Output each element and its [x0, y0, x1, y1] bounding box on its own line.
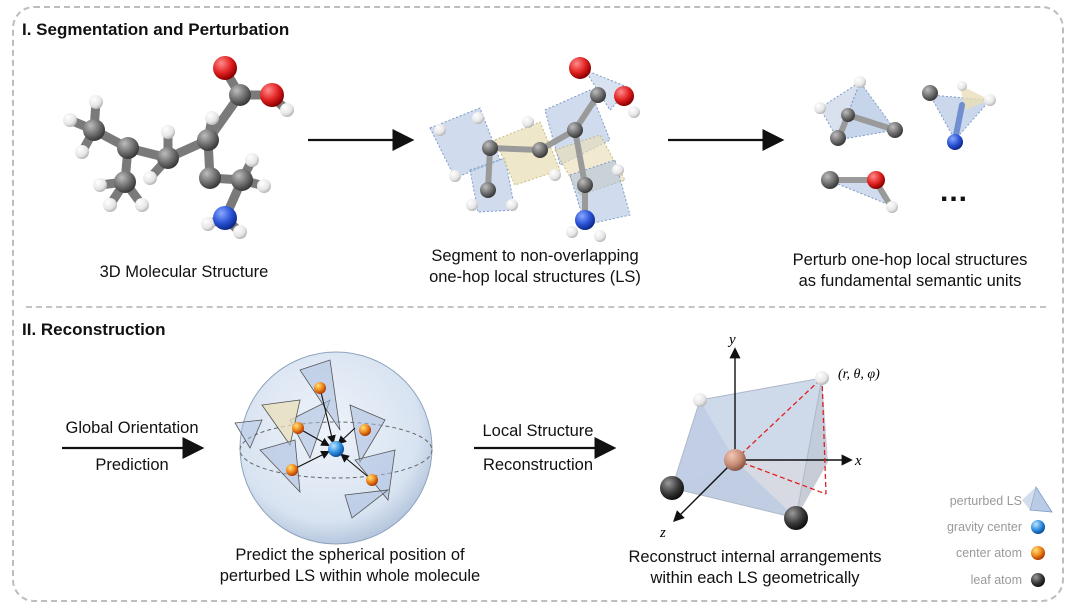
caption-molecule: 3D Molecular Structure: [99, 263, 269, 281]
axis-y-label: y: [727, 332, 736, 348]
caption-reconstruct-line1: Reconstruct internal arrangements: [628, 548, 882, 566]
legend-leaf-atom-icon: [1031, 573, 1045, 587]
arrow1-label-bottom: Prediction: [95, 456, 169, 474]
arrow2-label-bottom: Reconstruction: [482, 456, 594, 474]
molecule-ball-and-stick: [65, 65, 292, 237]
segmented-molecule: [429, 57, 640, 242]
molecule-atoms: [63, 56, 294, 239]
outer-frame: [12, 6, 1064, 602]
arrow1-label-top: Global Orientation: [65, 419, 199, 437]
section1-title: I. Segmentation and Perturbation: [22, 20, 290, 39]
section2-title: II. Reconstruction: [22, 320, 166, 339]
caption-perturb: Perturb one-hop local structures as fund…: [765, 250, 1055, 292]
caption-segment-line1: Segment to non-overlapping: [431, 247, 639, 265]
axis-z-label: z: [659, 525, 666, 541]
caption-sphere: Predict the spherical position of pertur…: [205, 545, 495, 587]
caption-sphere-line1: Predict the spherical position of: [235, 546, 465, 564]
caption-reconstruct-line2: within each LS geometrically: [650, 569, 860, 587]
legend-gravity-center: gravity center: [946, 520, 1022, 534]
caption-segment: Segment to non-overlapping one-hop local…: [400, 246, 670, 288]
caption-reconstruct: Reconstruct internal arrangements within…: [600, 547, 910, 589]
caption-perturb-line2: as fundamental semantic units: [798, 272, 1022, 290]
legend-perturbed-ls: perturbed LS: [949, 494, 1022, 508]
legend-center-atom: center atom: [955, 546, 1022, 560]
orientation-sphere: [234, 351, 433, 545]
ellipsis: ...: [940, 175, 969, 208]
legend-perturbed-ls-icon: [1022, 486, 1053, 513]
perturbed-units: [814, 76, 996, 213]
spherical-coordinate-label: (r, θ, φ): [838, 367, 880, 382]
section-divider: [26, 306, 1046, 308]
legend-leaf-atom: leaf atom: [970, 573, 1022, 587]
axis-x-label: x: [854, 453, 862, 469]
arrow2-label-top: Local Structure: [482, 422, 594, 440]
reconstruction-tetrahedron: [660, 347, 853, 530]
legend-gravity-center-icon: [1031, 520, 1045, 534]
caption-perturb-line1: Perturb one-hop local structures: [792, 251, 1028, 269]
legend-center-atom-icon: [1031, 546, 1045, 560]
caption-segment-line2: one-hop local structures (LS): [429, 268, 641, 286]
caption-sphere-line2: perturbed LS within whole molecule: [219, 567, 481, 585]
legend-icons: [1022, 486, 1053, 587]
